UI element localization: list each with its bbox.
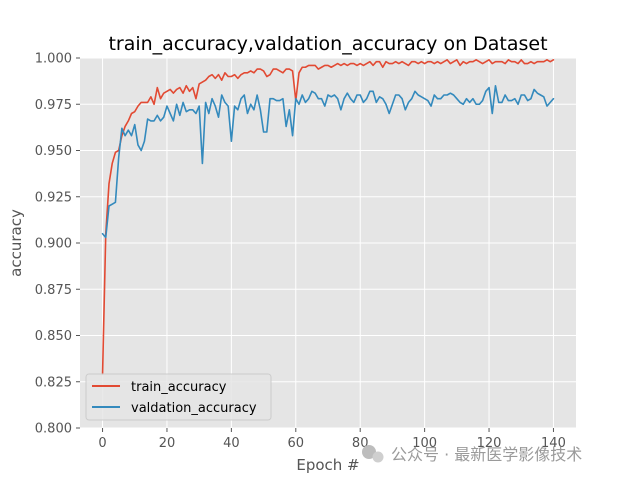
valdation-accuracy-line — [101, 84, 555, 239]
y-tick-label: 0.950 — [35, 144, 72, 159]
watermark-text: 公众号 · 最新医学影像技术 — [391, 445, 582, 464]
y-axis-label: accuracy — [7, 209, 25, 277]
x-tick-label: 20 — [159, 436, 176, 451]
watermark: 公众号 · 最新医学影像技术 — [362, 445, 582, 464]
wechat-icon-bubble — [372, 451, 384, 463]
x-tick-label: 0 — [98, 436, 106, 451]
y-tick-label: 0.975 — [35, 98, 72, 113]
x-tick-label: 140 — [541, 436, 566, 451]
series-lines — [101, 59, 555, 376]
x-tick-label: 40 — [223, 436, 240, 451]
y-tick-label: 0.925 — [35, 190, 72, 205]
y-tick-label: 1.000 — [35, 52, 72, 67]
x-tick-label: 100 — [412, 436, 437, 451]
legend-box — [85, 373, 272, 421]
x-tick-label: 120 — [477, 436, 502, 451]
chart-title: train_accuracy,valdation_accuracy on Dat… — [108, 33, 547, 55]
legend-label-validation-accuracy: valdation_accuracy — [131, 401, 257, 416]
legend: train_accuracy valdation_accuracy — [85, 373, 272, 421]
y-tick-label: 0.900 — [35, 237, 72, 252]
y-tick-label: 0.850 — [35, 329, 72, 344]
legend-label-train-accuracy: train_accuracy — [131, 380, 227, 395]
train-accuracy-line — [101, 59, 555, 376]
y-tick-label: 0.875 — [35, 283, 72, 298]
y-tick-label: 0.825 — [35, 375, 72, 390]
y-tick-label: 0.800 — [35, 422, 72, 437]
x-tick-label: 60 — [288, 436, 305, 451]
x-axis-ticks: 0 20 40 60 80 100 120 140 — [98, 428, 566, 451]
x-axis-label: Epoch # — [296, 456, 359, 474]
y-axis-ticks: 0.800 0.825 0.850 0.875 0.900 0.925 0.950 0.975… — [35, 52, 80, 437]
wechat-icon — [362, 445, 376, 459]
